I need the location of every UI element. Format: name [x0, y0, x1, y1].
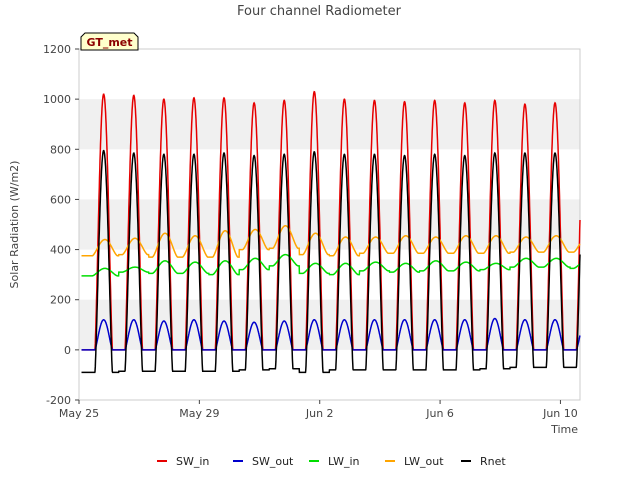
- legend-label: SW_in: [176, 455, 209, 468]
- y-tick-label: -200: [46, 394, 71, 407]
- series-line-sw-out: [81, 317, 581, 351]
- grid-band: [79, 99, 580, 150]
- legend-label: SW_out: [252, 455, 294, 468]
- series-line-lw-in: [81, 253, 581, 277]
- grid-band: [79, 199, 580, 250]
- x-tick-label: May 25: [59, 407, 99, 420]
- y-tick-label: 800: [50, 143, 71, 156]
- series-layer: [81, 90, 581, 374]
- x-axis: May 25 May 29 Jun 2 Jun 6 Jun 10: [59, 400, 578, 420]
- legend-label: LW_in: [328, 455, 360, 468]
- x-axis-label: Time: [550, 423, 578, 436]
- y-tick-label: 600: [50, 193, 71, 206]
- y-tick-label: 200: [50, 294, 71, 307]
- badge-box: [80, 32, 139, 51]
- x-tick-label: Jun 2: [305, 407, 334, 420]
- badge-label: GT_met: [86, 36, 132, 49]
- series-line-rnet: [81, 149, 581, 374]
- y-axis: -200 0 200 400 600 800 1000 1200: [43, 43, 79, 407]
- legend-label: Rnet: [480, 455, 506, 468]
- chart-title: Four channel Radiometer: [237, 4, 402, 19]
- legend: SW_in SW_out LW_in LW_out Rnet: [157, 455, 506, 468]
- y-tick-label: 1000: [43, 93, 71, 106]
- grid-bands: [79, 99, 580, 350]
- x-tick-label: Jun 10: [542, 407, 578, 420]
- x-tick-label: Jun 6: [425, 407, 454, 420]
- y-tick-label: 400: [50, 244, 71, 257]
- legend-label: LW_out: [404, 455, 444, 468]
- x-tick-label: May 29: [179, 407, 219, 420]
- y-tick-label: 0: [64, 344, 71, 357]
- grid-band: [79, 299, 580, 350]
- y-axis-label: Solar Radiation (W/m2): [8, 161, 21, 289]
- series-line-lw-out: [81, 225, 581, 258]
- gt-met-badge: GT_met: [80, 32, 139, 51]
- y-tick-label: 1200: [43, 43, 71, 56]
